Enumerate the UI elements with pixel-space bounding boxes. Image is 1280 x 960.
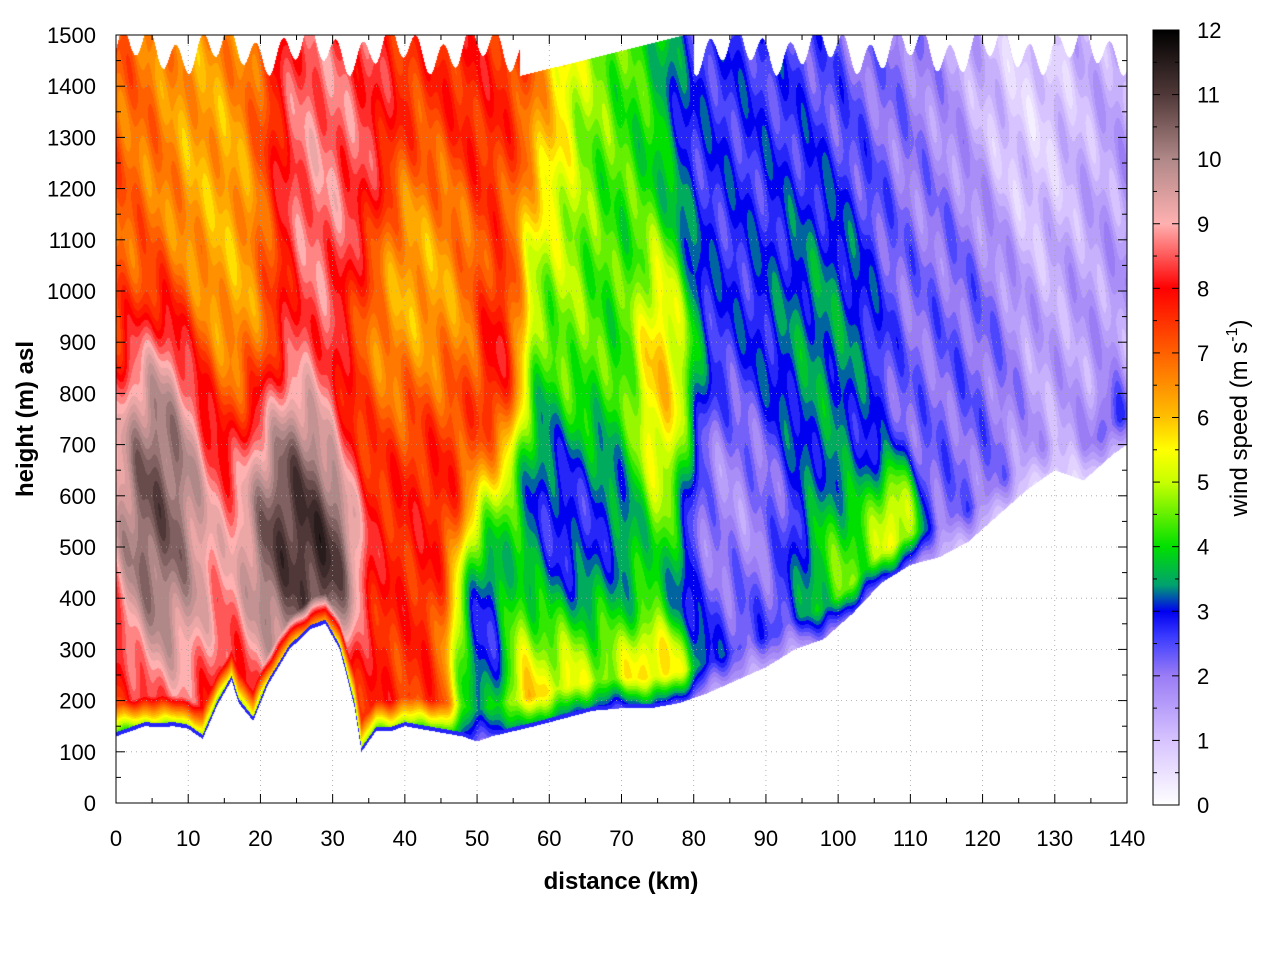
y-tick-label: 1500	[47, 23, 96, 48]
y-axis-title: height (m) asl	[12, 341, 39, 497]
x-tick-label: 110	[893, 826, 928, 851]
colorbar-tick-label: 1	[1197, 728, 1209, 753]
grid	[116, 35, 1127, 803]
colorbar-tick-label: 8	[1197, 276, 1209, 301]
x-tick-label: 80	[681, 826, 705, 851]
x-tick-label: 140	[1109, 826, 1146, 851]
colorbar-tick-label: 10	[1197, 147, 1221, 172]
colorbar-tick-label: 4	[1197, 535, 1209, 560]
y-tick-label: 1100	[49, 228, 96, 253]
colorbar-tick-label: 12	[1197, 18, 1221, 43]
y-tick-label: 100	[59, 740, 96, 765]
y-tick-label: 800	[59, 381, 96, 406]
x-tick-label: 90	[754, 826, 778, 851]
x-tick-label: 20	[248, 826, 272, 851]
colorbar-tick-label: 9	[1197, 212, 1209, 237]
colorbar-tick-label: 6	[1197, 406, 1209, 431]
colorbar-title-close: )	[1226, 320, 1253, 328]
x-tick-label: 130	[1036, 826, 1073, 851]
y-tick-label: 300	[59, 637, 96, 662]
y-tick-label: 600	[59, 484, 96, 509]
y-tick-label: 1200	[47, 177, 96, 202]
x-tick-label: 10	[176, 826, 200, 851]
colorbar-title: wind speed (m s-1)	[1224, 320, 1253, 518]
x-tick-label: 40	[393, 826, 417, 851]
y-tick-label: 400	[59, 586, 96, 611]
colorbar-tick-label: 3	[1197, 599, 1209, 624]
colorbar-tick-label: 7	[1197, 341, 1209, 366]
y-tick-label: 500	[59, 535, 96, 560]
colorbar-tick-label: 5	[1197, 470, 1209, 495]
x-tick-label: 100	[820, 826, 857, 851]
colorbar-tick-label: 0	[1197, 793, 1209, 818]
x-axis-title: distance (km)	[544, 868, 699, 895]
y-tick-label: 1400	[47, 74, 96, 99]
x-tick-label: 60	[537, 826, 561, 851]
y-tick-label: 700	[59, 433, 96, 458]
colorbar-title-main: wind speed (m s	[1226, 342, 1253, 518]
x-tick-label: 70	[609, 826, 633, 851]
x-tick-label: 50	[465, 826, 489, 851]
colorbar-title-sup: -1	[1224, 327, 1241, 341]
y-tick-label: 1000	[47, 279, 96, 304]
y-axis: 0 100 200 300 400 500 600 700 800 900 1000 1100 1200…	[47, 23, 1127, 816]
x-tick-label: 120	[964, 826, 1001, 851]
x-tick-label: 0	[110, 826, 122, 851]
y-tick-label: 1300	[47, 125, 96, 150]
colorbar-tick-label: 11	[1197, 83, 1220, 108]
y-tick-label: 900	[59, 330, 96, 355]
x-tick-label: 30	[320, 826, 344, 851]
y-tick-label: 0	[84, 791, 96, 816]
y-tick-label: 200	[59, 689, 96, 714]
x-axis: 0 10 20 30 40 50 60 70 80 90 100 110 120 130 140	[110, 35, 1145, 851]
colorbar-tick-label: 2	[1197, 664, 1209, 689]
